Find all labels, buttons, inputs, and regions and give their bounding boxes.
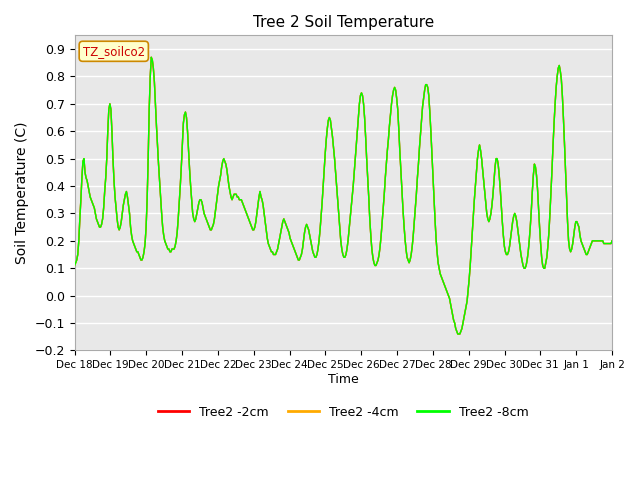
Y-axis label: Soil Temperature (C): Soil Temperature (C) <box>15 121 29 264</box>
Text: TZ_soilco2: TZ_soilco2 <box>83 45 145 58</box>
X-axis label: Time: Time <box>328 373 359 386</box>
Title: Tree 2 Soil Temperature: Tree 2 Soil Temperature <box>253 15 434 30</box>
Legend: Tree2 -2cm, Tree2 -4cm, Tree2 -8cm: Tree2 -2cm, Tree2 -4cm, Tree2 -8cm <box>153 401 534 424</box>
